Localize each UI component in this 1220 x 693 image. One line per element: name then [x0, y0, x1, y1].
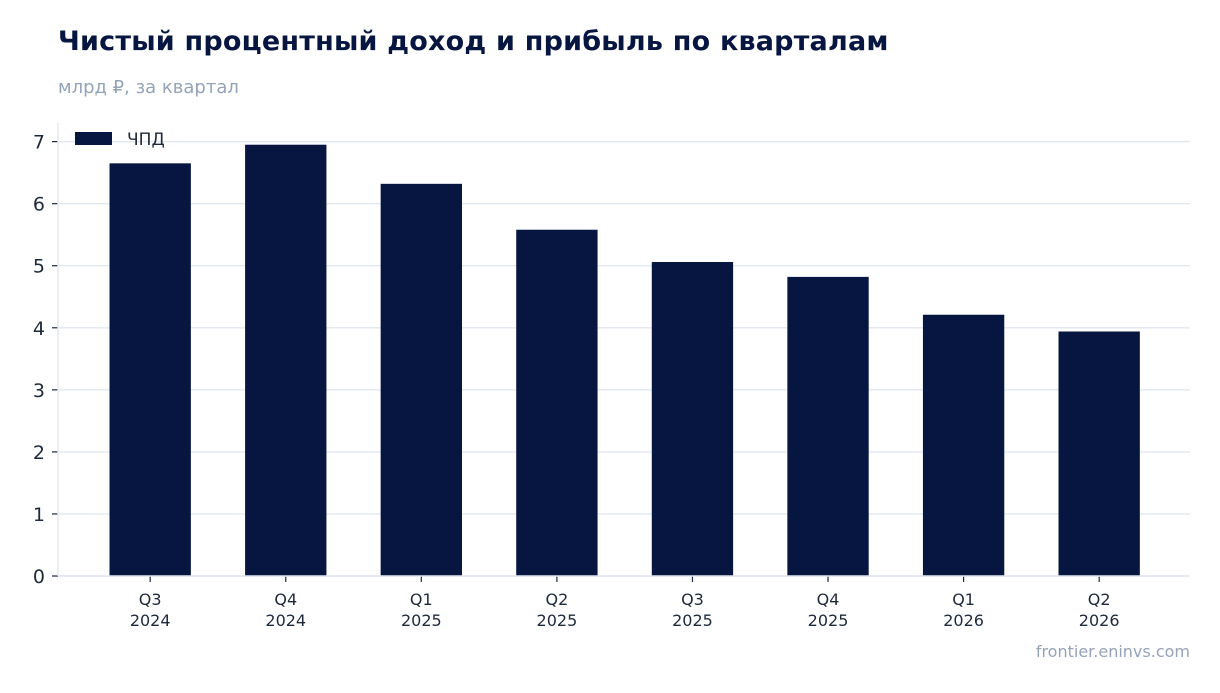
x-tick-label-year: 2026 [1079, 611, 1120, 630]
bar [787, 276, 869, 576]
x-tick-label-quarter: Q1 [410, 590, 433, 609]
x-tick-label-quarter: Q2 [1088, 590, 1111, 609]
y-tick-label: 6 [33, 194, 45, 216]
x-tick-label-quarter: Q4 [817, 590, 840, 609]
x-tick-label-quarter: Q3 [681, 590, 704, 609]
x-tick-label-year: 2026 [943, 611, 984, 630]
chart-title: Чистый процентный доход и прибыль по ква… [58, 26, 889, 57]
bar [516, 229, 598, 576]
x-tick-label-year: 2024 [265, 611, 306, 630]
grid-lines [58, 140, 1190, 577]
legend-label: ЧПД [127, 130, 165, 150]
bar [245, 144, 327, 576]
y-tick-label: 1 [33, 504, 45, 526]
x-tick-label-year: 2025 [808, 611, 849, 630]
bars [109, 144, 1140, 576]
x-tick-label-quarter: Q2 [546, 590, 569, 609]
chart-subtitle: млрд ₽, за квартал [58, 77, 239, 98]
y-tick-label: 3 [33, 380, 45, 402]
bar [1058, 331, 1140, 576]
x-tick-label-year: 2025 [401, 611, 442, 630]
y-tick-label: 7 [33, 132, 45, 154]
x-tick-label-quarter: Q4 [274, 590, 297, 609]
legend: ЧПД [75, 130, 165, 150]
x-tick-label-quarter: Q1 [952, 590, 975, 609]
bar [922, 314, 1005, 576]
bar [109, 163, 191, 576]
y-tick-label: 0 [33, 566, 45, 588]
x-tick-label-year: 2025 [672, 611, 713, 630]
bar [380, 183, 462, 576]
x-tick-label-year: 2024 [130, 611, 171, 630]
y-tick-label: 2 [33, 442, 45, 464]
axes: 0 1 2 3 4 5 6 7 Q3 2024 Q4 2024 Q1 2025 Q2 2025 Q3 2025 Q4… [33, 123, 1190, 630]
source-watermark: frontier.eninvs.com [1035, 642, 1190, 661]
y-tick-label: 5 [33, 256, 45, 278]
legend-swatch [75, 132, 112, 145]
bar [651, 262, 734, 576]
x-tick-label-year: 2025 [537, 611, 578, 630]
y-tick-label: 4 [33, 318, 45, 340]
x-tick-label-quarter: Q3 [139, 590, 162, 609]
